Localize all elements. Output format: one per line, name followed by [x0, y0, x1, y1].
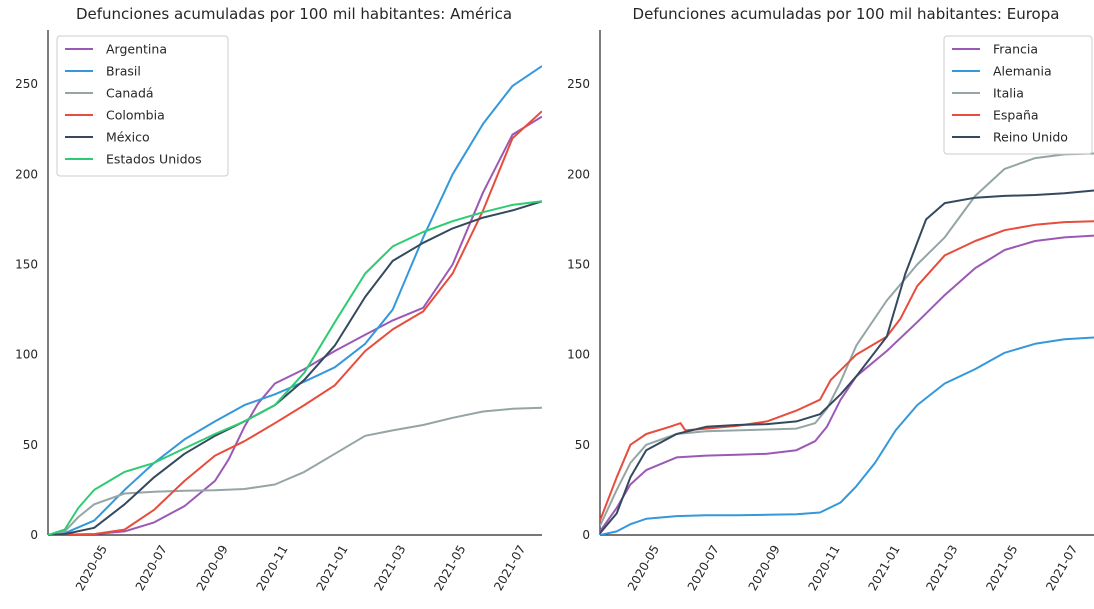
series-line-méxico	[48, 200, 542, 535]
y-tick-label: 0	[582, 528, 590, 542]
legend-america: Argentina Brasil Canadá Colombia México Estad…	[56, 35, 229, 177]
series-line-colombia	[48, 110, 542, 535]
y-tick-label: 150	[567, 257, 590, 271]
y-tick-label: 250	[15, 77, 38, 91]
y-tick-label: 200	[15, 167, 38, 181]
y-tick-label: 250	[567, 77, 590, 91]
legend-label: Argentina	[106, 42, 167, 57]
series-line-argentina	[48, 115, 542, 535]
legend-box	[943, 35, 1093, 155]
legend-label: España	[993, 108, 1039, 123]
legend-label: Canadá	[106, 86, 154, 101]
y-tick-label: 150	[15, 257, 38, 271]
series-line-reino-unido	[600, 189, 1094, 534]
legend-label: México	[106, 130, 150, 145]
series-line-francia	[600, 234, 1094, 532]
chart-title-america: Defunciones acumuladas por 100 mil habit…	[76, 5, 512, 23]
y-tick-label: 50	[575, 438, 590, 452]
series-line-canadá	[48, 406, 542, 535]
series-line-alemania	[600, 336, 1094, 535]
series-lines-europa	[600, 152, 1094, 535]
series-line-estados-unidos	[48, 200, 542, 535]
legend-europa: Francia Alemania Italia España Reino Unido	[943, 35, 1093, 155]
legend-label: Francia	[993, 42, 1038, 57]
legend-label: Reino Unido	[993, 130, 1068, 145]
legend-box	[56, 35, 229, 177]
series-line-españa	[600, 220, 1094, 521]
legend-label: Italia	[993, 86, 1024, 101]
legend-label: Colombia	[106, 108, 165, 123]
legend-label: Brasil	[106, 64, 141, 79]
y-tick-label: 200	[567, 167, 590, 181]
y-tick-label: 100	[15, 348, 38, 362]
series-lines-america	[48, 65, 542, 535]
chart-title-europa: Defunciones acumuladas por 100 mil habit…	[633, 5, 1060, 23]
legend-label: Alemania	[993, 64, 1052, 79]
legend-label: Estados Unidos	[106, 152, 202, 167]
y-tick-label: 100	[567, 348, 590, 362]
y-tick-label: 50	[23, 438, 38, 452]
y-tick-label: 0	[30, 528, 38, 542]
